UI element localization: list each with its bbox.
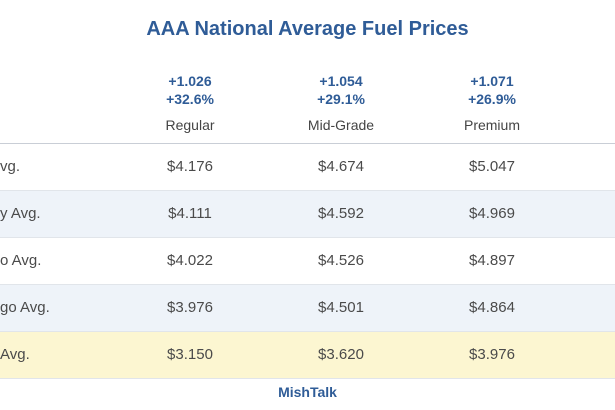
- price-mid-grade: $3.620: [318, 346, 364, 363]
- table-row-highlighted: Avg. $3.150 $3.620 $3.976: [0, 332, 615, 379]
- column-name: Mid-Grade: [307, 117, 375, 133]
- table-row: go Avg. $3.976 $4.501 $4.864: [0, 285, 615, 332]
- change-percent: +26.9%: [468, 91, 516, 107]
- price-premium: $4.969: [469, 205, 515, 222]
- header-divider: [0, 143, 615, 144]
- table-row: y Avg. $4.111 $4.592 $4.969: [0, 191, 615, 238]
- column-name: Regular: [165, 117, 215, 133]
- change-percent: +32.6%: [166, 91, 214, 107]
- row-label: Avg.: [0, 346, 30, 363]
- column-header-premium: +1.071 +26.9% Premium: [422, 72, 562, 134]
- price-mid-grade: $4.501: [318, 299, 364, 316]
- table-row: vg. $4.176 $4.674 $5.047: [0, 144, 615, 191]
- row-label: go Avg.: [0, 299, 50, 316]
- price-mid-grade: $4.526: [318, 252, 364, 269]
- price-mid-grade: $4.674: [318, 158, 364, 175]
- change-value: +1.054: [319, 73, 363, 89]
- price-regular: $3.976: [167, 299, 213, 316]
- change-percent: +29.1%: [317, 91, 365, 107]
- price-regular: $3.150: [167, 346, 213, 363]
- price-premium: $3.976: [469, 346, 515, 363]
- row-label: y Avg.: [0, 205, 41, 222]
- price-regular: $4.022: [167, 252, 213, 269]
- change-value: +1.071: [470, 73, 514, 89]
- price-premium: $4.897: [469, 252, 515, 269]
- source-footer: MishTalk: [278, 384, 337, 400]
- row-label: vg.: [0, 158, 21, 175]
- column-header-regular: +1.026 +32.6% Regular: [120, 72, 260, 134]
- price-mid-grade: $4.592: [318, 205, 364, 222]
- price-regular: $4.176: [167, 158, 213, 175]
- price-premium: $5.047: [469, 158, 515, 175]
- table-row: o Avg. $4.022 $4.526 $4.897: [0, 238, 615, 285]
- column-name: Premium: [463, 117, 520, 133]
- row-label: o Avg.: [0, 252, 42, 269]
- price-premium: $4.864: [469, 299, 515, 316]
- price-regular: $4.111: [168, 205, 212, 222]
- column-header-mid-grade: +1.054 +29.1% Mid-Grade: [271, 72, 411, 134]
- page-title: AAA National Average Fuel Prices: [146, 18, 469, 40]
- table-body: vg. $4.176 $4.674 $5.047 y Avg. $4.111 $…: [0, 144, 615, 379]
- change-value: +1.026: [168, 73, 212, 89]
